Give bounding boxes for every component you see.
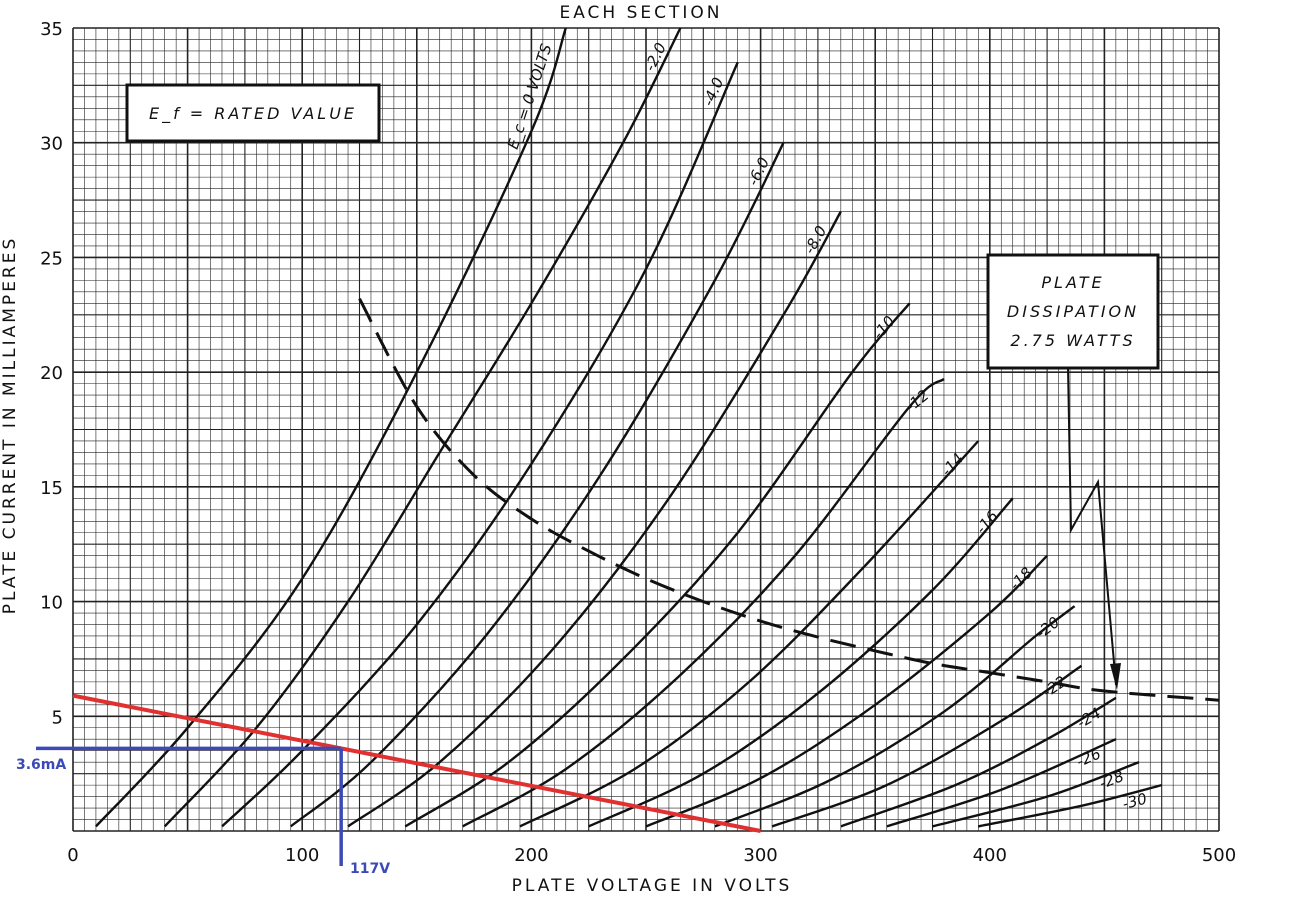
x-tick-label: 0 [67, 845, 78, 866]
tick-labels: 0 100 200 300 400 500 5 10 15 20 25 30 35 [40, 19, 1236, 866]
y-tick-label: 30 [40, 134, 63, 155]
operating-point-current-label: 3.6mA [16, 757, 66, 773]
series-curve [221, 61, 739, 828]
series-curve [95, 27, 567, 828]
load-line [72, 693, 761, 833]
series-curve [462, 377, 945, 828]
series-curves: E_c = 0 VOLTS -2.0-4.0-6.0-8.0-10-12-14-1… [95, 27, 1220, 828]
series-curve [645, 554, 1048, 828]
chart-title: EACH SECTION [559, 3, 722, 23]
series-curve [978, 783, 1163, 828]
x-tick-label: 100 [285, 845, 319, 866]
filament-note: E_f = RATED VALUE [125, 83, 381, 143]
filament-note-box [125, 83, 381, 143]
x-tick-label: 400 [973, 845, 1007, 866]
y-tick-label: 35 [40, 19, 63, 40]
x-tick-label: 300 [743, 845, 777, 866]
dissipation-note: PLATE DISSIPATION 2.75 WATTS [986, 253, 1160, 690]
dissipation-arrow-head [1110, 663, 1121, 690]
series-curve [588, 497, 1014, 828]
series-curve [289, 142, 785, 828]
y-tick-label: 25 [40, 248, 63, 269]
dissipation-curve [358, 297, 1220, 702]
operating-point-voltage-label: 117V [350, 861, 390, 877]
y-axis-title: PLATE CURRENT IN MILLIAMPERES [0, 236, 20, 615]
series-curve [771, 664, 1083, 828]
series-curve [840, 696, 1117, 828]
dissipation-note-box [986, 253, 1160, 370]
dissipation-note-line-2: DISSIPATION [1007, 302, 1139, 321]
filament-note-text: E_f = RATED VALUE [149, 104, 357, 124]
grid [72, 27, 1220, 832]
series-curve [932, 761, 1140, 828]
series-label: -30 [1120, 790, 1148, 814]
x-tick-label: 200 [514, 845, 548, 866]
dissipation-note-line-1: PLATE [1041, 273, 1104, 292]
series-curve [714, 605, 1076, 828]
series-curve [886, 738, 1117, 828]
series-curve [404, 302, 911, 828]
series-curve [519, 440, 980, 828]
y-tick-label: 20 [40, 363, 63, 384]
y-tick-label: 5 [52, 707, 63, 728]
x-tick-label: 500 [1202, 845, 1236, 866]
dissipation-pointer-arrow [1067, 367, 1117, 686]
y-tick-label: 15 [40, 478, 63, 499]
y-tick-label: 10 [40, 593, 63, 614]
dissipation-note-line-3: 2.75 WATTS [1010, 331, 1135, 350]
annotation-overlay [36, 693, 761, 866]
series-curve [163, 27, 682, 828]
x-axis-title: PLATE VOLTAGE IN VOLTS [512, 876, 793, 896]
